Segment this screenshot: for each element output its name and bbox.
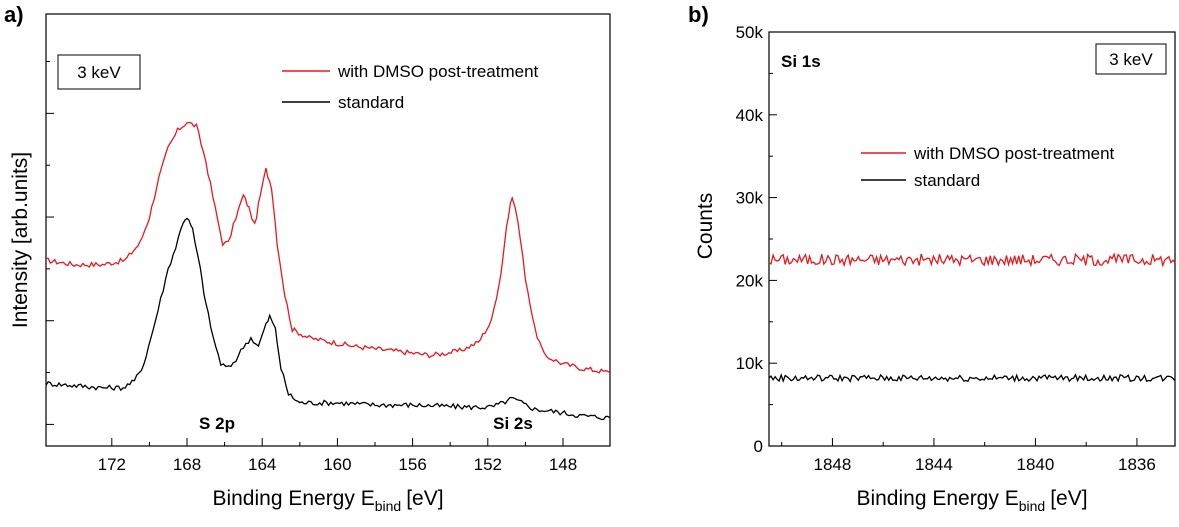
panel-b-x-tick-label: 1836 bbox=[1118, 455, 1156, 474]
panel-b-plot-area bbox=[768, 252, 1176, 383]
panel-b-corner-label: Si 1s bbox=[781, 52, 821, 71]
panel-b-x-axis-title-sub: bind bbox=[1019, 498, 1045, 514]
panel-b-y-axis: 0 10k 20k 30k 40k 50k bbox=[736, 23, 777, 456]
panel-a: a) 172 168 164 160 156 152 148 3 keV with DMSO… bbox=[4, 2, 611, 514]
panel-a-x-axis-title: Binding Energy Ebind [eV] bbox=[212, 487, 443, 514]
panel-b-x-axis: 1848 1844 1840 1836 bbox=[781, 438, 1156, 474]
panel-b-y-tick-label: 40k bbox=[736, 106, 764, 125]
panel-b-series-line bbox=[768, 252, 1176, 268]
panel-b-y-tick-label: 10k bbox=[736, 354, 764, 373]
panel-b-y-tick-label: 30k bbox=[736, 189, 764, 208]
panel-a-x-tick-label: 172 bbox=[98, 455, 126, 474]
panel-a-x-tick-label: 156 bbox=[398, 455, 426, 474]
panel-a-series-line bbox=[45, 121, 611, 374]
panel-b-x-axis-title-main: Binding Energy E bbox=[856, 487, 1018, 510]
panel-b-x-tick-label: 1848 bbox=[814, 455, 852, 474]
panel-b-x-axis-title-unit: [eV] bbox=[1050, 487, 1087, 510]
panel-b-frame bbox=[768, 31, 1176, 447]
panel-a-x-axis-title-main: Binding Energy E bbox=[212, 487, 374, 510]
panel-b-legend-label-standard: standard bbox=[914, 171, 980, 190]
panel-b-y-tick-label: 0 bbox=[754, 437, 763, 456]
panel-a-x-tick-label: 168 bbox=[173, 455, 201, 474]
panel-a-legend: with DMSO post-treatment standard bbox=[282, 62, 539, 112]
panel-b-x-tick-label: 1840 bbox=[1017, 455, 1055, 474]
panel-a-x-axis-title-unit: [eV] bbox=[406, 487, 443, 510]
panel-a-annotation-si2s: Si 2s bbox=[493, 414, 533, 433]
panel-a-x-axis-title-sub: bind bbox=[375, 498, 401, 514]
panel-a-label: a) bbox=[4, 2, 24, 27]
panel-b-y-axis-title: Counts bbox=[694, 193, 717, 260]
panel-b-label: b) bbox=[688, 2, 709, 27]
panel-b-y-tick-label: 50k bbox=[736, 23, 764, 42]
panel-b-x-axis-title: Binding Energy Ebind [eV] bbox=[856, 487, 1087, 514]
panel-b-series-line bbox=[768, 372, 1176, 383]
panel-b-x-tick-label: 1844 bbox=[915, 455, 953, 474]
panel-a-x-tick-label: 152 bbox=[474, 455, 502, 474]
panel-a-x-tick-label: 164 bbox=[248, 455, 276, 474]
panel-a-legend-label-standard: standard bbox=[338, 93, 404, 112]
panel-b-legend-label-dmso: with DMSO post-treatment bbox=[913, 144, 1115, 163]
panel-a-y-axis-title: Intensity [arb.units] bbox=[9, 152, 32, 328]
panel-b-y-tick-label: 20k bbox=[736, 271, 764, 290]
panel-a-series-line bbox=[45, 217, 611, 421]
panel-b: b) 1848 1844 1840 1836 0 10k 20k 30k 40k 50k Si … bbox=[688, 2, 1176, 514]
panel-a-energy-box bbox=[57, 54, 141, 90]
panel-a-x-axis: 172 168 164 160 156 152 148 bbox=[98, 438, 577, 474]
panel-a-y-axis bbox=[46, 61, 54, 425]
panel-a-x-tick-label: 160 bbox=[323, 455, 351, 474]
panel-a-x-tick-label: 148 bbox=[549, 455, 577, 474]
panel-b-energy-label: 3 keV bbox=[1109, 50, 1153, 69]
panel-a-energy-label: 3 keV bbox=[77, 63, 121, 82]
panel-a-legend-label-dmso: with DMSO post-treatment bbox=[337, 62, 539, 81]
panel-b-energy-box bbox=[1095, 43, 1167, 75]
panel-a-annotation-s2p: S 2p bbox=[199, 414, 235, 433]
panel-b-legend: with DMSO post-treatment standard bbox=[861, 144, 1115, 190]
panel-a-frame bbox=[45, 13, 611, 447]
panel-a-plot-area bbox=[45, 121, 611, 421]
